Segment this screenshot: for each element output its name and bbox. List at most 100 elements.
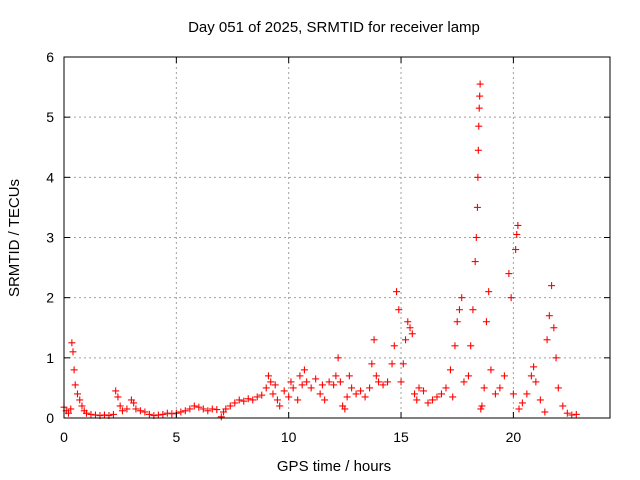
- data-point: [213, 406, 221, 414]
- data-point: [69, 348, 77, 356]
- y-tick-label: 3: [46, 230, 54, 246]
- data-point: [87, 410, 95, 418]
- data-point: [271, 381, 279, 389]
- data-point: [475, 122, 483, 130]
- data-point: [548, 282, 556, 290]
- data-point: [433, 393, 441, 401]
- data-point: [552, 354, 560, 362]
- data-point: [303, 378, 311, 386]
- data-point: [554, 384, 562, 392]
- data-point: [458, 294, 466, 302]
- y-tick-label: 1: [46, 350, 54, 366]
- x-axis-title: GPS time / hours: [277, 458, 391, 475]
- data-point: [366, 384, 374, 392]
- data-point: [112, 387, 120, 395]
- data-point: [130, 399, 138, 407]
- data-point: [91, 411, 99, 419]
- data-point: [222, 405, 230, 413]
- data-point: [199, 405, 207, 413]
- data-point: [563, 409, 571, 417]
- data-point: [235, 396, 243, 404]
- data-point: [518, 399, 526, 407]
- data-point: [399, 360, 407, 368]
- data-point: [411, 390, 419, 398]
- data-point: [330, 381, 338, 389]
- x-tick-label: 0: [60, 429, 68, 445]
- data-point: [379, 381, 387, 389]
- data-point: [231, 399, 239, 407]
- data-point: [395, 306, 403, 314]
- data-point: [408, 330, 416, 338]
- y-tick-label: 2: [46, 290, 54, 306]
- data-point: [467, 342, 475, 350]
- data-point: [536, 396, 544, 404]
- data-point: [568, 411, 576, 419]
- data-point: [478, 402, 486, 410]
- data-point: [109, 410, 117, 418]
- data-point: [370, 336, 378, 344]
- data-point: [476, 80, 484, 88]
- data-point: [559, 402, 567, 410]
- data-point: [449, 393, 457, 401]
- data-point: [451, 342, 459, 350]
- data-point: [332, 372, 340, 380]
- data-point: [269, 390, 277, 398]
- data-point: [208, 405, 216, 413]
- data-point: [437, 390, 445, 398]
- data-point: [476, 92, 484, 100]
- y-axis-title: SRMTID / TECUs: [6, 179, 23, 297]
- y-tick-label: 6: [46, 49, 54, 65]
- data-point: [455, 306, 463, 314]
- data-point: [307, 384, 315, 392]
- data-point: [375, 378, 383, 386]
- data-point: [393, 288, 401, 296]
- data-point: [289, 384, 297, 392]
- data-point: [276, 402, 284, 410]
- data-point: [509, 390, 517, 398]
- data-point: [100, 411, 108, 419]
- data-point: [244, 395, 252, 403]
- x-tick-label: 15: [393, 429, 409, 445]
- data-point: [177, 408, 185, 416]
- data-point: [312, 375, 320, 383]
- data-point: [442, 384, 450, 392]
- data-point: [420, 387, 428, 395]
- data-point: [397, 378, 405, 386]
- data-point: [195, 403, 203, 411]
- data-point: [361, 393, 369, 401]
- data-point: [384, 378, 392, 386]
- y-tick-label: 4: [46, 169, 54, 185]
- data-point: [541, 408, 549, 416]
- grid-lines: [64, 57, 610, 418]
- data-point: [181, 407, 189, 415]
- data-point: [352, 390, 360, 398]
- data-point: [475, 104, 483, 112]
- data-point: [267, 378, 275, 386]
- data-point: [345, 372, 353, 380]
- data-point: [334, 354, 342, 362]
- data-point: [472, 234, 480, 241]
- data-point: [325, 378, 333, 386]
- data-point: [460, 378, 468, 386]
- data-points: [60, 80, 580, 421]
- chart-title: Day 051 of 2025, SRMTID for receiver lam…: [188, 19, 480, 36]
- x-tick-label: 20: [506, 429, 522, 445]
- data-point: [474, 173, 482, 181]
- data-point: [543, 336, 551, 344]
- data-point: [287, 378, 295, 386]
- data-point: [285, 393, 293, 401]
- data-point: [507, 294, 515, 302]
- data-point: [474, 146, 482, 154]
- data-point: [485, 288, 493, 296]
- data-point: [296, 372, 304, 380]
- data-point: [550, 324, 558, 332]
- data-point: [136, 407, 144, 415]
- data-point: [204, 407, 212, 415]
- y-tick-label: 5: [46, 109, 54, 125]
- data-point: [82, 409, 90, 417]
- data-point: [64, 409, 72, 417]
- data-point: [163, 409, 171, 417]
- y-tick-label: 0: [46, 410, 54, 426]
- data-point: [496, 384, 504, 392]
